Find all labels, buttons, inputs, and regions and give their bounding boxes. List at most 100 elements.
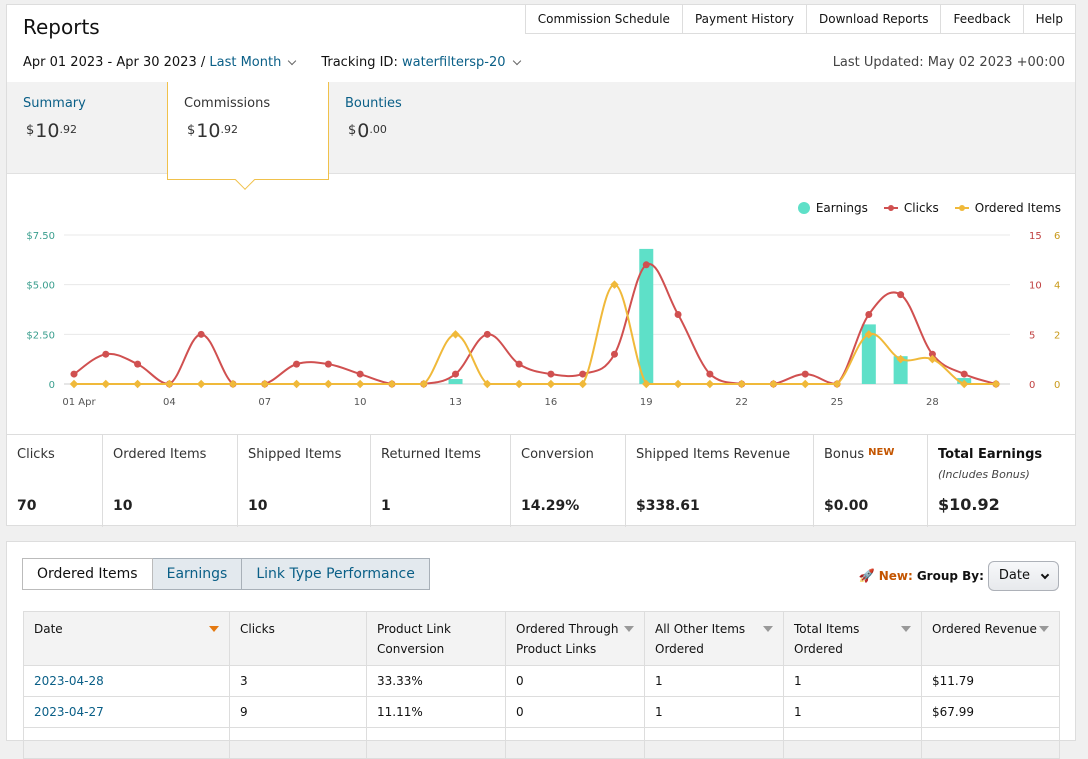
help-link[interactable]: Help — [1023, 4, 1076, 34]
legend-clicks[interactable]: Clicks — [883, 201, 939, 215]
y-tick-label-ordered: 6 — [1054, 231, 1060, 242]
ordered-items-point — [260, 379, 270, 389]
ordered-items-point — [419, 379, 428, 389]
column-header-total-items[interactable]: Total Items Ordered — [783, 611, 922, 666]
stat-shipped-items: Shipped Items 10 — [237, 435, 370, 527]
earnings-bar — [893, 356, 908, 384]
cell-clicks: 3 — [229, 665, 367, 697]
ordered-items-point — [546, 379, 556, 389]
report-tabs: Ordered Items Earnings Link Type Perform… — [22, 558, 430, 590]
sort-icon — [763, 626, 773, 632]
earnings-bar — [861, 324, 876, 384]
ordered-items-point — [959, 379, 969, 389]
earnings-bar — [448, 379, 463, 384]
ordered-items-point — [800, 379, 810, 389]
ordered-items-point — [642, 379, 651, 389]
tracking-id-dropdown[interactable]: waterfiltersp-20 — [401, 55, 506, 70]
cell-revenue: $11.79 — [921, 665, 1060, 697]
stat-total-earnings: Total Earnings (Includes Bonus) $10.92 — [927, 435, 1075, 527]
tab-label: Bounties — [345, 96, 402, 111]
column-header-ordered-through-links[interactable]: Ordered Through Product Links — [505, 611, 645, 666]
y-tick-label-clicks: 5 — [1029, 330, 1035, 341]
tab-earnings[interactable]: Earnings — [152, 558, 243, 590]
clicks-point — [897, 291, 905, 299]
ordered-items-point — [483, 379, 492, 389]
ordered-items-point — [292, 379, 301, 389]
stat-returned-items: Returned Items 1 — [370, 435, 510, 527]
clicks-point — [324, 360, 332, 368]
legend-ordered-items[interactable]: Ordered Items — [954, 201, 1061, 215]
cell-revenue: $67.99 — [921, 696, 1060, 728]
ordered-items-point — [69, 379, 79, 389]
rocket-icon: 🚀 — [858, 568, 875, 584]
column-header-all-other-items[interactable]: All Other Items Ordered — [644, 611, 784, 666]
ordered-items-point — [578, 379, 587, 389]
payment-history-link[interactable]: Payment History — [682, 4, 807, 34]
tab-amount: $10.92 — [187, 120, 238, 142]
group-by-select[interactable]: Date — [987, 561, 1059, 591]
y-tick-label-clicks: 0 — [1029, 380, 1035, 391]
column-header-product-link-conversion[interactable]: Product Link Conversion — [366, 611, 506, 666]
stat-clicks: Clicks 70 — [17, 447, 55, 514]
group-by-label: Group By: — [916, 569, 984, 583]
x-tick-label: 01 Apr — [62, 397, 96, 408]
tab-summary[interactable]: Summary $10.92 — [7, 82, 167, 174]
new-label: New: — [878, 569, 913, 583]
clicks-point — [642, 261, 650, 269]
clicks-point — [102, 350, 110, 358]
clicks-point — [865, 310, 873, 318]
column-header-ordered-revenue[interactable]: Ordered Revenue — [921, 611, 1060, 666]
cell-ordered-through: 0 — [505, 696, 645, 728]
clicks-point — [197, 330, 205, 338]
tab-link-type-performance[interactable]: Link Type Performance — [242, 558, 430, 590]
clicks-point — [70, 370, 78, 378]
clicks-point — [134, 360, 142, 368]
clicks-point — [483, 330, 491, 338]
report-table-card: Ordered Items Earnings Link Type Perform… — [6, 541, 1076, 759]
clicks-point — [547, 370, 555, 378]
stat-ordered-items: Ordered Items 10 — [102, 435, 237, 527]
period-dropdown[interactable]: Last Month — [209, 55, 282, 70]
x-tick-label: 13 — [449, 397, 462, 408]
legend-earnings[interactable]: Earnings — [797, 201, 868, 215]
x-tick-label: 04 — [163, 397, 176, 408]
ordered-items-point — [355, 379, 365, 389]
chart-legend: Earnings Clicks Ordered Items — [782, 201, 1061, 215]
x-tick-label: 07 — [258, 397, 271, 408]
tab-bounties[interactable]: Bounties $0.00 — [329, 82, 489, 174]
group-by-control: 🚀 New: Group By: Date — [859, 561, 1059, 591]
sort-icon — [624, 626, 634, 632]
earnings-bar — [639, 248, 654, 384]
chevron-down-icon[interactable] — [512, 56, 521, 66]
tab-commissions[interactable]: Commissions $10.92 — [167, 82, 329, 190]
y-tick-label-earnings: 0 — [49, 380, 55, 391]
feedback-link[interactable]: Feedback — [941, 4, 1024, 34]
table-row: 2023-04-28 3 33.33% 0 1 1 $11.79 — [23, 665, 1060, 697]
chevron-down-icon[interactable] — [288, 56, 297, 66]
ordered-items-point — [737, 379, 746, 389]
new-badge: NEW — [868, 447, 895, 458]
download-reports-link[interactable]: Download Reports — [806, 4, 942, 34]
last-updated: Last Updated: May 02 2023 +00:00 — [832, 55, 1065, 70]
ordered-items-table: Date Clicks Product Link Conversion Order… — [23, 611, 1060, 759]
x-tick-label: 22 — [735, 397, 748, 408]
ordered-items-point — [165, 379, 174, 389]
tracking-id-label: Tracking ID: — [321, 55, 398, 70]
filters-bar: Apr 01 2023 - Apr 30 2023 / Last Month T… — [23, 55, 524, 70]
date-link[interactable]: 2023-04-28 — [23, 665, 230, 697]
table-row: 2023-04-27 9 11.11% 0 1 1 $67.99 — [23, 696, 1060, 728]
cell-total-items: 1 — [783, 665, 922, 697]
commission-schedule-link[interactable]: Commission Schedule — [524, 4, 683, 34]
tab-ordered-items[interactable]: Ordered Items — [22, 558, 153, 590]
ordered-items-point — [228, 379, 238, 389]
cell-conversion: 33.33% — [366, 665, 506, 697]
column-header-date[interactable]: Date — [23, 611, 230, 666]
ordered-items-point — [769, 379, 778, 389]
page-title: Reports — [23, 15, 100, 39]
clicks-point — [706, 370, 714, 378]
column-header-clicks[interactable]: Clicks — [229, 611, 367, 666]
ordered-items-point — [673, 379, 683, 389]
date-range: Apr 01 2023 - Apr 30 2023 / — [23, 55, 206, 70]
ordered-items-point — [133, 379, 142, 389]
date-link[interactable]: 2023-04-27 — [23, 696, 230, 728]
